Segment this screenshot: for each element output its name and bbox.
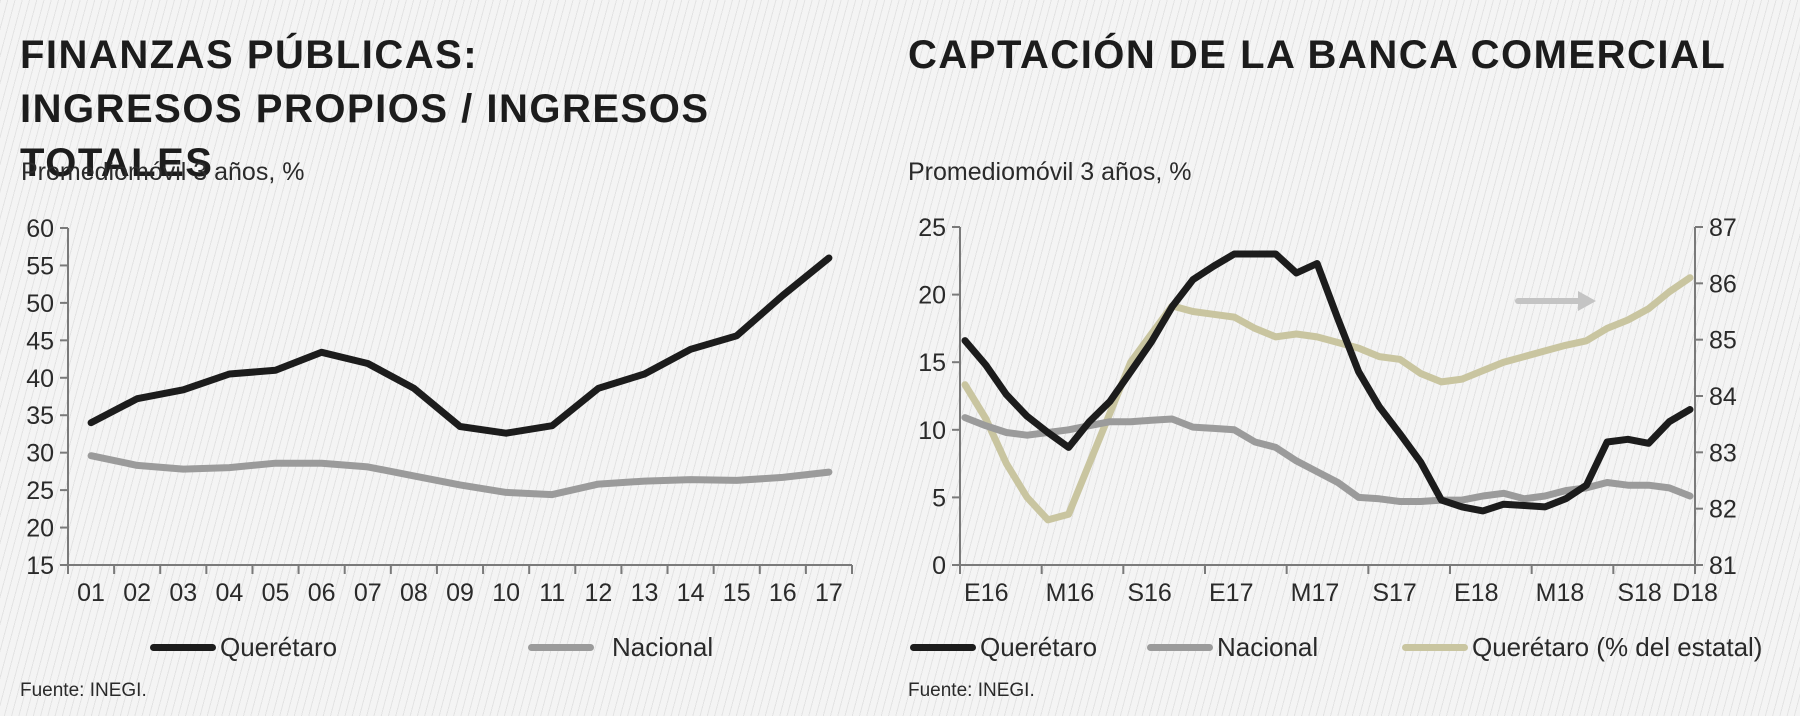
legend-label-queretaro: Querétaro bbox=[980, 632, 1098, 662]
y-tick-label: 20 bbox=[918, 282, 946, 310]
legend-item-nacional: Nacional bbox=[1147, 632, 1318, 663]
legend-item-queretaro-estatal: Querétaro (% del estatal) bbox=[1402, 632, 1762, 663]
x-tick-label: S16 bbox=[1127, 579, 1171, 607]
y2-tick-label: 87 bbox=[1709, 214, 1737, 242]
y-tick-label: 45 bbox=[26, 327, 54, 355]
x-tick-label: 07 bbox=[354, 579, 382, 607]
y-tick-label: 0 bbox=[932, 552, 946, 580]
y-tick-label: 25 bbox=[918, 214, 946, 242]
right-line-chart: 0 5 10 15 20 25 81 82 83 84 85 86 87 E16 M16 S16 E17 M17 S… bbox=[918, 214, 1737, 607]
left-chart-legend: Querétaro Nacional bbox=[150, 632, 850, 662]
y-tick-label: 60 bbox=[26, 215, 54, 243]
legend-label-nacional: Nacional bbox=[1217, 632, 1319, 662]
x-tick-label: 15 bbox=[723, 579, 751, 607]
x-tick-label: 04 bbox=[216, 579, 244, 607]
y-tick-label: 15 bbox=[918, 349, 946, 377]
legend-item-nacional: Nacional bbox=[528, 632, 713, 663]
y-tick-label: 20 bbox=[26, 515, 54, 543]
y2-tick-label: 85 bbox=[1709, 327, 1737, 355]
left-title-line-2: INGRESOS PROPIOS / INGRESOS TOTALES bbox=[20, 87, 710, 185]
y2-tick-label: 84 bbox=[1709, 383, 1737, 411]
x-tick-label: 01 bbox=[77, 579, 105, 607]
x-tick-label: 14 bbox=[677, 579, 705, 607]
left-chart-panel: FINANZAS PÚBLICAS: INGRESOS PROPIOS / IN… bbox=[0, 0, 880, 716]
y-tick-label: 10 bbox=[918, 417, 946, 445]
legend-swatch-nacional bbox=[528, 644, 594, 651]
y-tick-label: 55 bbox=[26, 252, 54, 280]
x-tick-label: 17 bbox=[815, 579, 843, 607]
x-tick-label: 05 bbox=[262, 579, 290, 607]
x-tick-label: 16 bbox=[769, 579, 797, 607]
y-tick-label: 35 bbox=[26, 402, 54, 430]
left-chart-subtitle: Promediomóvil 3 años, % bbox=[21, 158, 305, 186]
legend-item-queretaro: Querétaro bbox=[150, 632, 337, 663]
right-axis-arrow-head-icon bbox=[1578, 291, 1596, 311]
left-line-chart: 15 20 25 30 35 40 45 50 55 60 01 02 03 04 05 06 07 08 09 10… bbox=[26, 215, 853, 607]
legend-swatch-queretaro bbox=[150, 644, 216, 651]
series-line-nacional bbox=[87, 452, 833, 499]
x-tick-label: S17 bbox=[1372, 579, 1416, 607]
y2-tick-label: 86 bbox=[1709, 270, 1737, 298]
x-tick-label: E17 bbox=[1209, 579, 1253, 607]
right-chart-panel: CAPTACIÓN DE LA BANCA COMERCIAL Promedio… bbox=[880, 0, 1800, 716]
x-tick-label: 13 bbox=[631, 579, 659, 607]
x-tick-label: M16 bbox=[1046, 579, 1095, 607]
legend-swatch-queretaro bbox=[910, 644, 976, 651]
x-tick-label: 09 bbox=[446, 579, 474, 607]
x-tick-label: M17 bbox=[1291, 579, 1340, 607]
series-line-queretaro-del-estatal bbox=[961, 274, 1694, 524]
x-tick-label: M18 bbox=[1536, 579, 1585, 607]
y-tick-label: 40 bbox=[26, 365, 54, 393]
y-tick-label: 50 bbox=[26, 290, 54, 318]
y-tick-label: 15 bbox=[26, 552, 54, 580]
x-tick-label: 06 bbox=[308, 579, 336, 607]
legend-label-queretaro: Querétaro bbox=[220, 632, 338, 662]
y2-tick-label: 81 bbox=[1709, 552, 1737, 580]
x-tick-label: D18 bbox=[1672, 579, 1718, 607]
x-tick-label: E18 bbox=[1454, 579, 1498, 607]
y2-tick-label: 82 bbox=[1709, 496, 1737, 524]
x-tick-label: 02 bbox=[123, 579, 151, 607]
legend-label-nacional: Nacional bbox=[612, 632, 714, 662]
y-tick-label: 5 bbox=[932, 484, 946, 512]
series-line-queretaro bbox=[87, 254, 833, 437]
y-tick-label: 25 bbox=[26, 477, 54, 505]
right-chart-legend: Querétaro Nacional Querétaro (% del esta… bbox=[910, 632, 1790, 662]
left-title-line-1: FINANZAS PÚBLICAS: bbox=[20, 33, 479, 77]
x-tick-label: 12 bbox=[584, 579, 612, 607]
y-tick-label: 30 bbox=[26, 440, 54, 468]
left-chart-source: Fuente: INEGI. bbox=[20, 680, 147, 701]
x-tick-label: E16 bbox=[964, 579, 1008, 607]
right-chart-subtitle: Promediomóvil 3 años, % bbox=[908, 158, 1192, 186]
x-tick-label: 08 bbox=[400, 579, 428, 607]
x-tick-label: 11 bbox=[539, 579, 565, 607]
x-tick-label: 03 bbox=[169, 579, 197, 607]
legend-swatch-queretaro-estatal bbox=[1402, 644, 1468, 651]
left-chart-title: FINANZAS PÚBLICAS: INGRESOS PROPIOS / IN… bbox=[20, 28, 880, 190]
x-tick-label: S18 bbox=[1617, 579, 1661, 607]
y2-tick-label: 83 bbox=[1709, 439, 1737, 467]
series-line-queretaro bbox=[961, 250, 1694, 515]
legend-item-queretaro: Querétaro bbox=[910, 632, 1097, 663]
x-tick-label: 10 bbox=[492, 579, 520, 607]
right-chart-source: Fuente: INEGI. bbox=[908, 680, 1035, 701]
legend-swatch-nacional bbox=[1147, 644, 1213, 651]
legend-label-queretaro-estatal: Querétaro (% del estatal) bbox=[1472, 632, 1763, 662]
right-chart-title: CAPTACIÓN DE LA BANCA COMERCIAL bbox=[908, 33, 1727, 77]
